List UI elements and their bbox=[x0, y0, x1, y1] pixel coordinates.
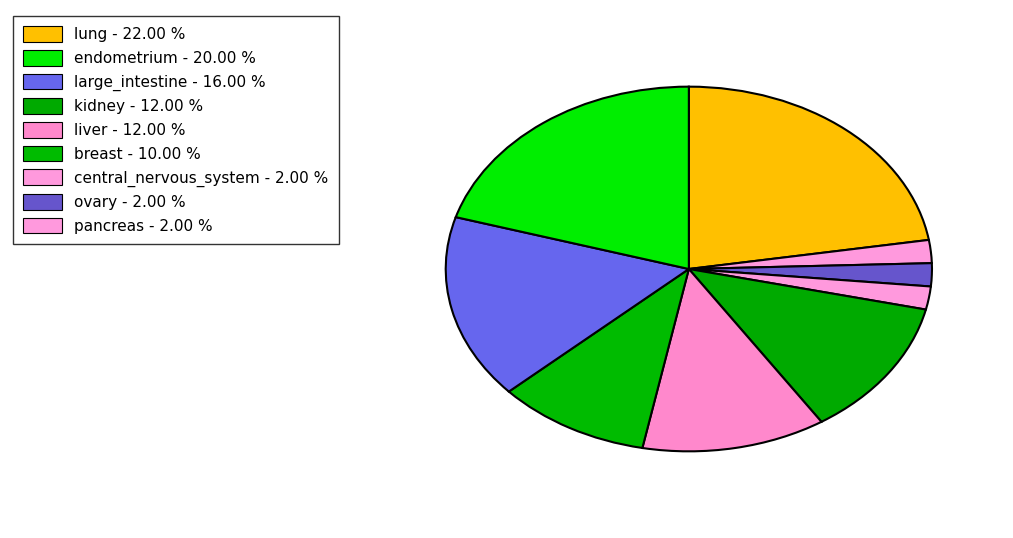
Wedge shape bbox=[689, 263, 932, 287]
Wedge shape bbox=[642, 269, 822, 451]
Wedge shape bbox=[689, 240, 932, 269]
Wedge shape bbox=[689, 269, 926, 422]
Wedge shape bbox=[509, 269, 689, 448]
Wedge shape bbox=[689, 269, 931, 309]
Wedge shape bbox=[456, 87, 689, 269]
Wedge shape bbox=[689, 87, 929, 269]
Wedge shape bbox=[446, 217, 689, 392]
Legend: lung - 22.00 %, endometrium - 20.00 %, large_intestine - 16.00 %, kidney - 12.00: lung - 22.00 %, endometrium - 20.00 %, l… bbox=[13, 16, 338, 244]
